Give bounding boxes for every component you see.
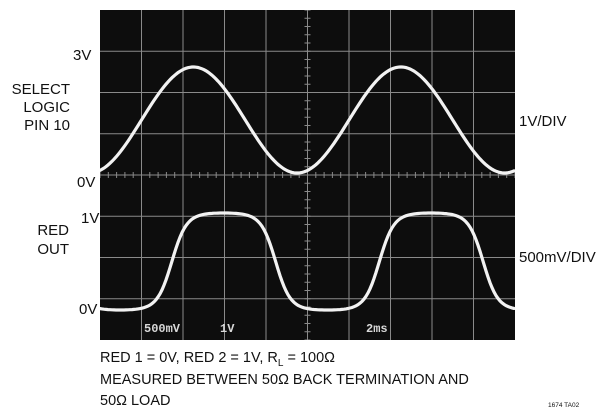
caption-line3: 50Ω LOAD (100, 393, 171, 409)
caption-line2: MEASURED BETWEEN 50Ω BACK TERMINATION AN… (100, 372, 469, 388)
caption-line1: RED 1 = 0V, RED 2 = 1V, RL = 100Ω (100, 350, 335, 372)
ch1-trace (100, 65, 515, 175)
ch1-name-line1: SELECT (11, 81, 70, 98)
readout-time: 2ms (366, 322, 388, 336)
ch2-name-line2: OUT (37, 241, 69, 258)
ch2-trace (100, 211, 515, 312)
readout-volts: 500mV (144, 322, 181, 336)
ch2-bottom-label: 0V (79, 301, 98, 318)
caption-line1-text: RED 1 = 0V, RED 2 = 1V, R (100, 350, 278, 366)
ch1-scale-label: 1V/DIV (519, 113, 567, 130)
ch1-name-line2: LOGIC (23, 99, 70, 116)
ch1-bottom-label: 0V (77, 174, 96, 191)
ch1-name-line3: PIN 10 (24, 117, 70, 134)
caption-line1-end: = 100Ω (283, 350, 335, 366)
screen-grid (100, 10, 515, 340)
figure-id: 1674 TA02 (548, 402, 580, 409)
ch2-name-line1: RED (37, 222, 69, 239)
caption-line1-sub: L (277, 357, 284, 369)
readout-volts2: 1V (220, 322, 235, 336)
ch1-top-label: 3V (73, 47, 92, 64)
ch2-top-label: 1V (81, 210, 100, 227)
oscilloscope-screen: 500mV 1V 2ms (100, 10, 515, 340)
ch2-scale-label: 500mV/DIV (519, 249, 596, 266)
